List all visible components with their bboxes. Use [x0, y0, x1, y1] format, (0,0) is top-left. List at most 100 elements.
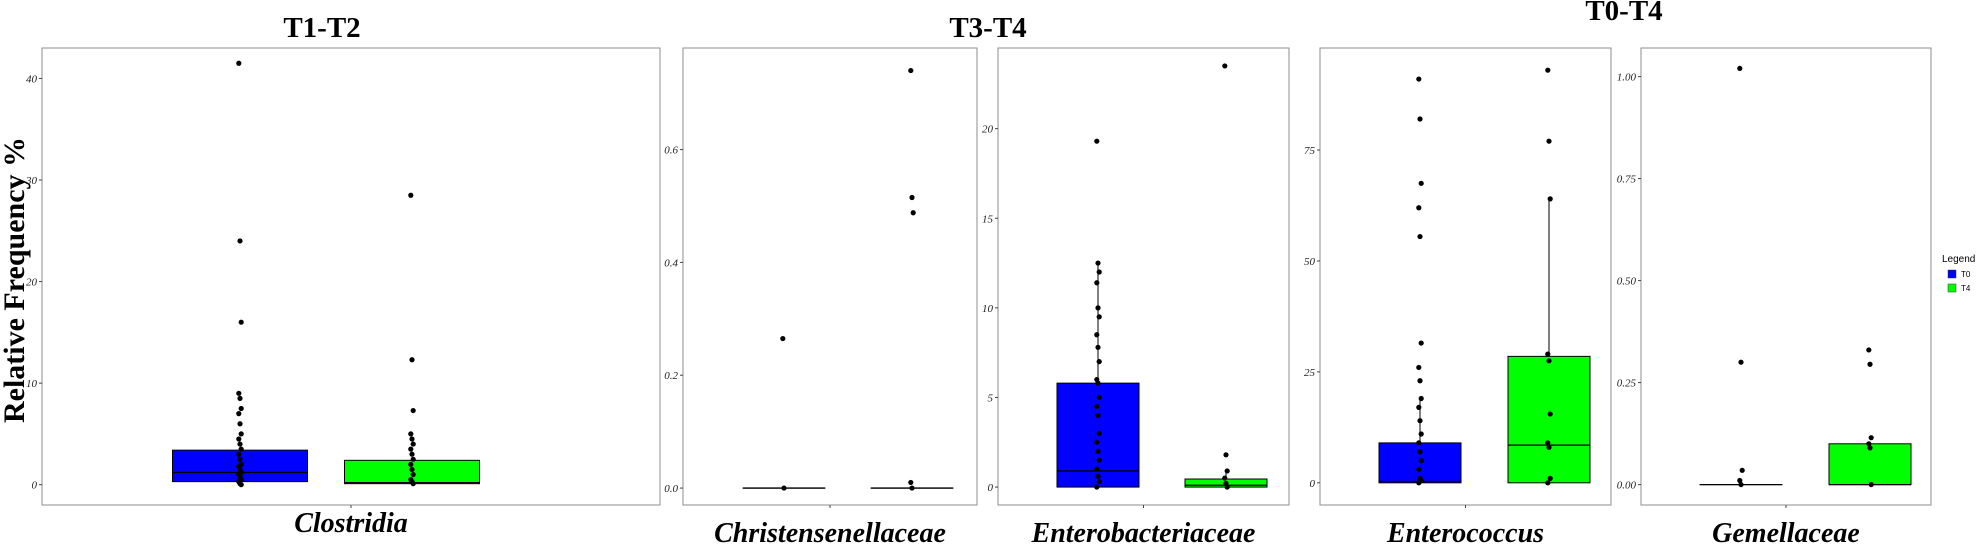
- data-point-t0: [1095, 380, 1101, 386]
- data-point-t0: [1418, 180, 1424, 186]
- data-point-t0: [1095, 473, 1101, 479]
- data-point-t4: [1866, 347, 1872, 353]
- legend-swatch-t0: [1947, 269, 1957, 279]
- data-point-t0: [1094, 439, 1100, 445]
- data-point-t0: [1096, 314, 1102, 320]
- data-point-t0: [1737, 477, 1743, 484]
- data-point-t4: [1546, 138, 1552, 144]
- data-point-t4: [410, 456, 416, 462]
- data-point-t4: [410, 407, 416, 414]
- y-tick-label: 10: [26, 378, 38, 390]
- data-point-t0: [1416, 440, 1422, 446]
- data-point-t0: [1095, 412, 1101, 418]
- data-point-t0: [1416, 364, 1422, 371]
- data-point-t0: [237, 395, 243, 401]
- data-point-t0: [1094, 484, 1100, 490]
- y-tick-label: 0: [32, 480, 38, 492]
- data-point-t4: [1545, 480, 1551, 486]
- data-point-t4: [1223, 452, 1229, 458]
- data-point-t0: [1738, 359, 1744, 365]
- legend-title: Legend: [1942, 254, 1975, 265]
- y-tick-label: 0.4: [664, 257, 678, 269]
- data-point-t4: [1546, 358, 1552, 364]
- plot-frame: [41, 47, 661, 506]
- data-point-t0: [1418, 431, 1424, 437]
- panel-clostridia: 0 10 20 30 40 Clostridia: [25, 47, 661, 539]
- data-point-t4: [1547, 475, 1553, 481]
- panel-gemellaceae: 0.00 0.25 0.50 0.75 1.00 Gemellaceae: [1617, 47, 1932, 544]
- data-point-t4: [1546, 444, 1552, 450]
- data-point-t0: [237, 456, 243, 462]
- data-point-t4: [408, 431, 414, 437]
- y-tick-label: 1.00: [1617, 72, 1637, 84]
- data-point-t4: [908, 479, 914, 486]
- data-point-t0: [1094, 138, 1100, 144]
- y-tick-label: 30: [25, 175, 38, 187]
- box-t4: [1507, 355, 1591, 484]
- data-point-t0: [1417, 116, 1423, 122]
- data-point-t0: [1094, 280, 1100, 286]
- y-tick-label: 50: [1304, 256, 1316, 268]
- panels: 0 10 20 30 40 Clostridia 0.0 0.2 0.4 0.6 Christens…: [25, 47, 1932, 544]
- data-point-t0: [1094, 403, 1100, 410]
- data-point-t4: [408, 192, 414, 198]
- data-point-t0: [1095, 260, 1101, 266]
- y-tick-label: 0.25: [1617, 378, 1637, 390]
- y-tick-label: 10: [982, 303, 994, 315]
- data-point-t4: [1545, 440, 1551, 446]
- data-point-t4: [410, 471, 416, 478]
- data-point-t0: [238, 482, 244, 488]
- y-tick-label: 25: [1304, 367, 1316, 379]
- data-point-t4: [909, 194, 915, 201]
- y-tick-label: 0.75: [1617, 174, 1637, 186]
- data-point-t4: [1868, 435, 1874, 441]
- group-title-t0-t4: T0-T4: [1585, 0, 1662, 27]
- plot-frame: [682, 47, 978, 506]
- data-point-t4: [909, 485, 915, 491]
- data-point-t0: [1096, 479, 1102, 485]
- data-point-t0: [1738, 481, 1744, 488]
- y-tick-label: 0.6: [664, 145, 678, 157]
- plot-frame: [1640, 47, 1932, 506]
- data-point-t0: [1416, 480, 1422, 486]
- panel-enterobacteriaceae: 0 5 10 15 20 Enterobacteriaceae: [982, 47, 1290, 544]
- data-point-t0: [236, 411, 242, 417]
- data-point-t0: [1095, 305, 1101, 311]
- group-title-t1-t2: T1-T2: [283, 12, 360, 44]
- data-point-t0: [1739, 467, 1745, 473]
- legend: Legend T0 T4: [1942, 254, 1975, 293]
- data-point-t0: [780, 335, 786, 342]
- data-point-t0: [237, 441, 243, 447]
- data-point-t4: [1224, 484, 1230, 490]
- data-point-t0: [1096, 359, 1102, 365]
- data-point-t4: [1547, 196, 1553, 202]
- y-tick-label: 0: [1310, 478, 1316, 490]
- data-point-t0: [1418, 340, 1424, 346]
- data-point-t4: [1224, 468, 1230, 474]
- group-title-t3-t4: T3-T4: [949, 12, 1026, 44]
- y-tick-label: 0: [988, 482, 994, 494]
- data-point-t0: [236, 60, 242, 66]
- data-point-t0: [236, 451, 242, 457]
- data-point-t0: [1096, 269, 1102, 275]
- data-point-t4: [408, 461, 414, 467]
- data-point-t4: [1867, 361, 1873, 367]
- data-point-t0: [1416, 76, 1422, 82]
- y-tick-label: 20: [982, 124, 994, 136]
- data-point-t4: [409, 436, 415, 442]
- y-axis-label: Relative Frequency %: [0, 137, 31, 423]
- data-point-t0: [1737, 65, 1743, 72]
- data-point-t0: [237, 421, 243, 427]
- panel-christensenellaceae: 0.0 0.2 0.4 0.6 Christensenellaceae: [664, 47, 978, 544]
- data-point-t0: [238, 431, 244, 437]
- y-tick-label: 5: [988, 392, 994, 404]
- data-point-t0: [1095, 448, 1101, 454]
- data-point-t4: [908, 67, 914, 74]
- data-point-t0: [781, 485, 787, 491]
- data-point-t4: [1868, 481, 1874, 488]
- data-point-t0: [1094, 466, 1100, 472]
- data-point-t0: [236, 436, 242, 442]
- data-point-t4: [409, 466, 415, 473]
- data-point-t0: [1096, 457, 1102, 463]
